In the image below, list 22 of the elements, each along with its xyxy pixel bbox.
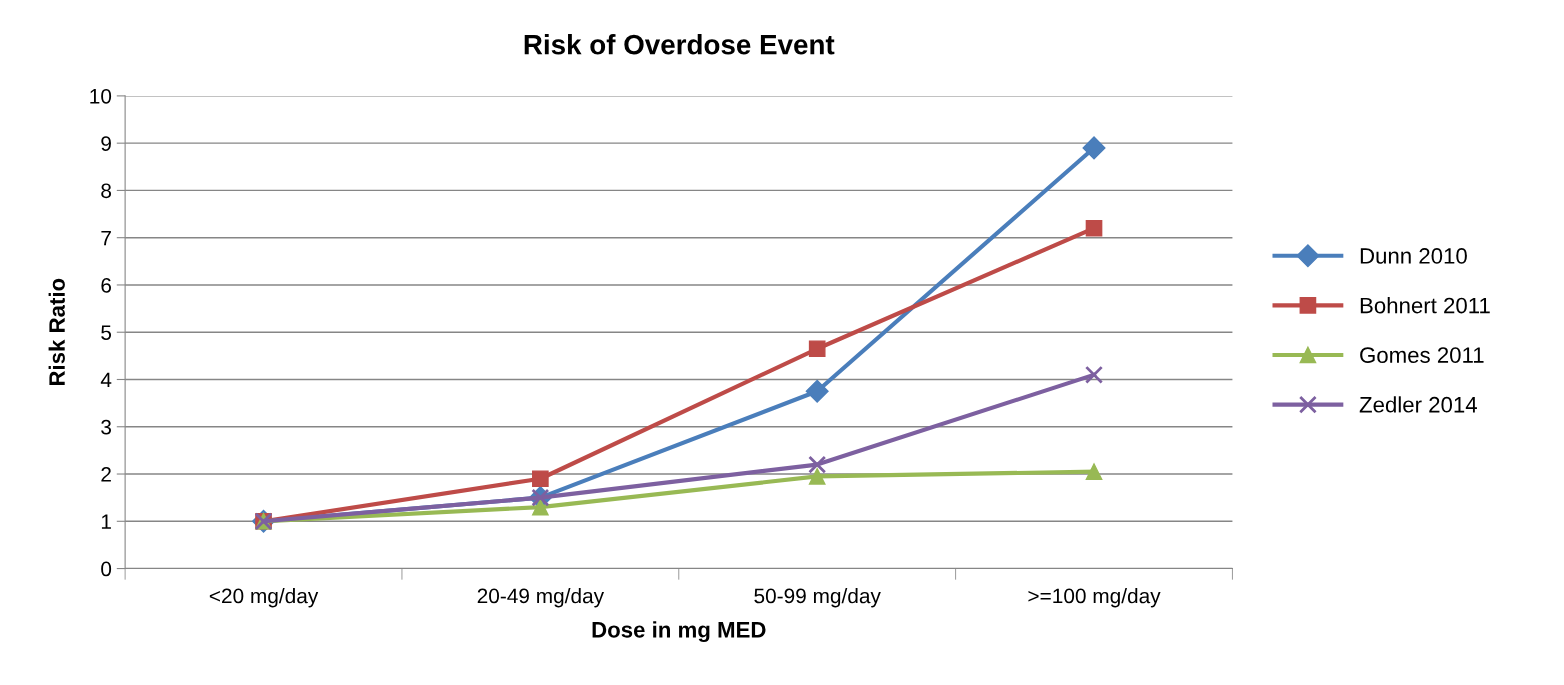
x-tick-label: >=100 mg/day [1028, 587, 1161, 608]
legend-label: Dunn 2010 [1360, 248, 1467, 264]
legend-label: Bohnert 2011 [1360, 297, 1490, 314]
y-tick-label: 1 [101, 514, 111, 529]
x-tick-label: 20-49 mg/day [477, 587, 605, 608]
x-axis-title: Dose in mg MED [592, 621, 766, 643]
x-tick-label: <20 mg/day [209, 587, 319, 608]
y-axis-title: Risk Ratio [48, 278, 65, 386]
legend-label: Gomes 2011 [1360, 347, 1484, 363]
y-tick-label: 9 [101, 136, 111, 151]
y-tick-label: 0 [101, 561, 112, 577]
chart-title: Risk of Overdose Event [524, 34, 835, 55]
y-tick-label: 2 [101, 467, 111, 482]
y-tick-label: 8 [101, 183, 112, 199]
y-tick-label: 5 [101, 325, 112, 340]
x-tick-label: 50-99 mg/day [754, 587, 881, 608]
y-tick-label: 3 [101, 419, 112, 435]
y-tick-label: 10 [90, 88, 112, 104]
y-tick-label: 7 [101, 230, 111, 246]
y-tick-label: 6 [101, 277, 112, 293]
legend-label: Zedler 2014 [1359, 396, 1477, 413]
y-tick-label: 4 [100, 372, 112, 388]
